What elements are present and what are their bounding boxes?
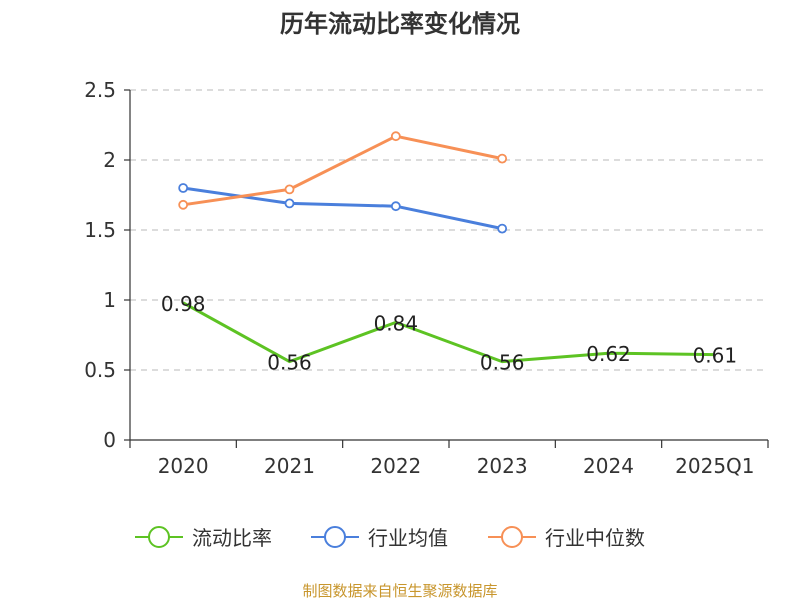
x-tick-label: 2023 <box>477 454 528 478</box>
y-tick-label: 2 <box>103 148 116 172</box>
legend-label: 流动比率 <box>192 526 272 550</box>
data-label: 0.56 <box>480 351 525 375</box>
data-label: 0.84 <box>374 311 419 335</box>
data-point <box>497 223 508 234</box>
legend-marker <box>324 526 346 548</box>
legend-marker <box>148 526 170 548</box>
series-line <box>182 186 503 231</box>
data-point <box>284 184 295 195</box>
series-line <box>182 301 715 364</box>
legend[interactable]: 流动比率 行业均值 行业中位数 <box>135 526 645 550</box>
data-label: 0.62 <box>586 342 631 366</box>
data-label: 0.98 <box>161 292 206 316</box>
y-tick-label: 0.5 <box>84 358 116 382</box>
y-tick-label: 0 <box>103 428 116 452</box>
x-tick-label: 2024 <box>583 454 634 478</box>
data-labels: 0.98 0.56 0.84 0.56 0.62 0.61 <box>161 292 737 375</box>
data-label: 0.61 <box>693 344 738 368</box>
x-tick-label: 2021 <box>264 454 315 478</box>
data-point <box>284 198 295 209</box>
legend-label: 行业中位数 <box>545 526 645 550</box>
y-tick-label: 1.5 <box>84 218 116 242</box>
series-line <box>182 134 503 207</box>
x-tick-label: 2020 <box>158 454 209 478</box>
y-tick-label: 2.5 <box>84 78 116 102</box>
x-tick-label: 2025Q1 <box>675 454 754 478</box>
legend-label: 行业均值 <box>368 526 448 550</box>
data-point <box>178 199 189 210</box>
y-tick-label: 1 <box>103 288 116 312</box>
data-point <box>178 183 189 193</box>
series-layer <box>178 131 715 364</box>
grid-lines <box>130 89 768 371</box>
source-note: 制图数据来自恒生聚源数据库 <box>302 582 497 600</box>
data-point <box>390 201 401 212</box>
x-tick-label: 2022 <box>370 454 421 478</box>
data-point <box>497 153 508 164</box>
legend-marker <box>501 526 523 548</box>
chart-title: 历年流动比率变化情况 <box>280 10 520 38</box>
data-point <box>390 131 401 142</box>
data-label: 0.56 <box>267 351 312 375</box>
axes: 0 0.5 1 1.5 2 2.5 2020 2021 2022 2023 2024 2025Q1 <box>84 78 769 478</box>
